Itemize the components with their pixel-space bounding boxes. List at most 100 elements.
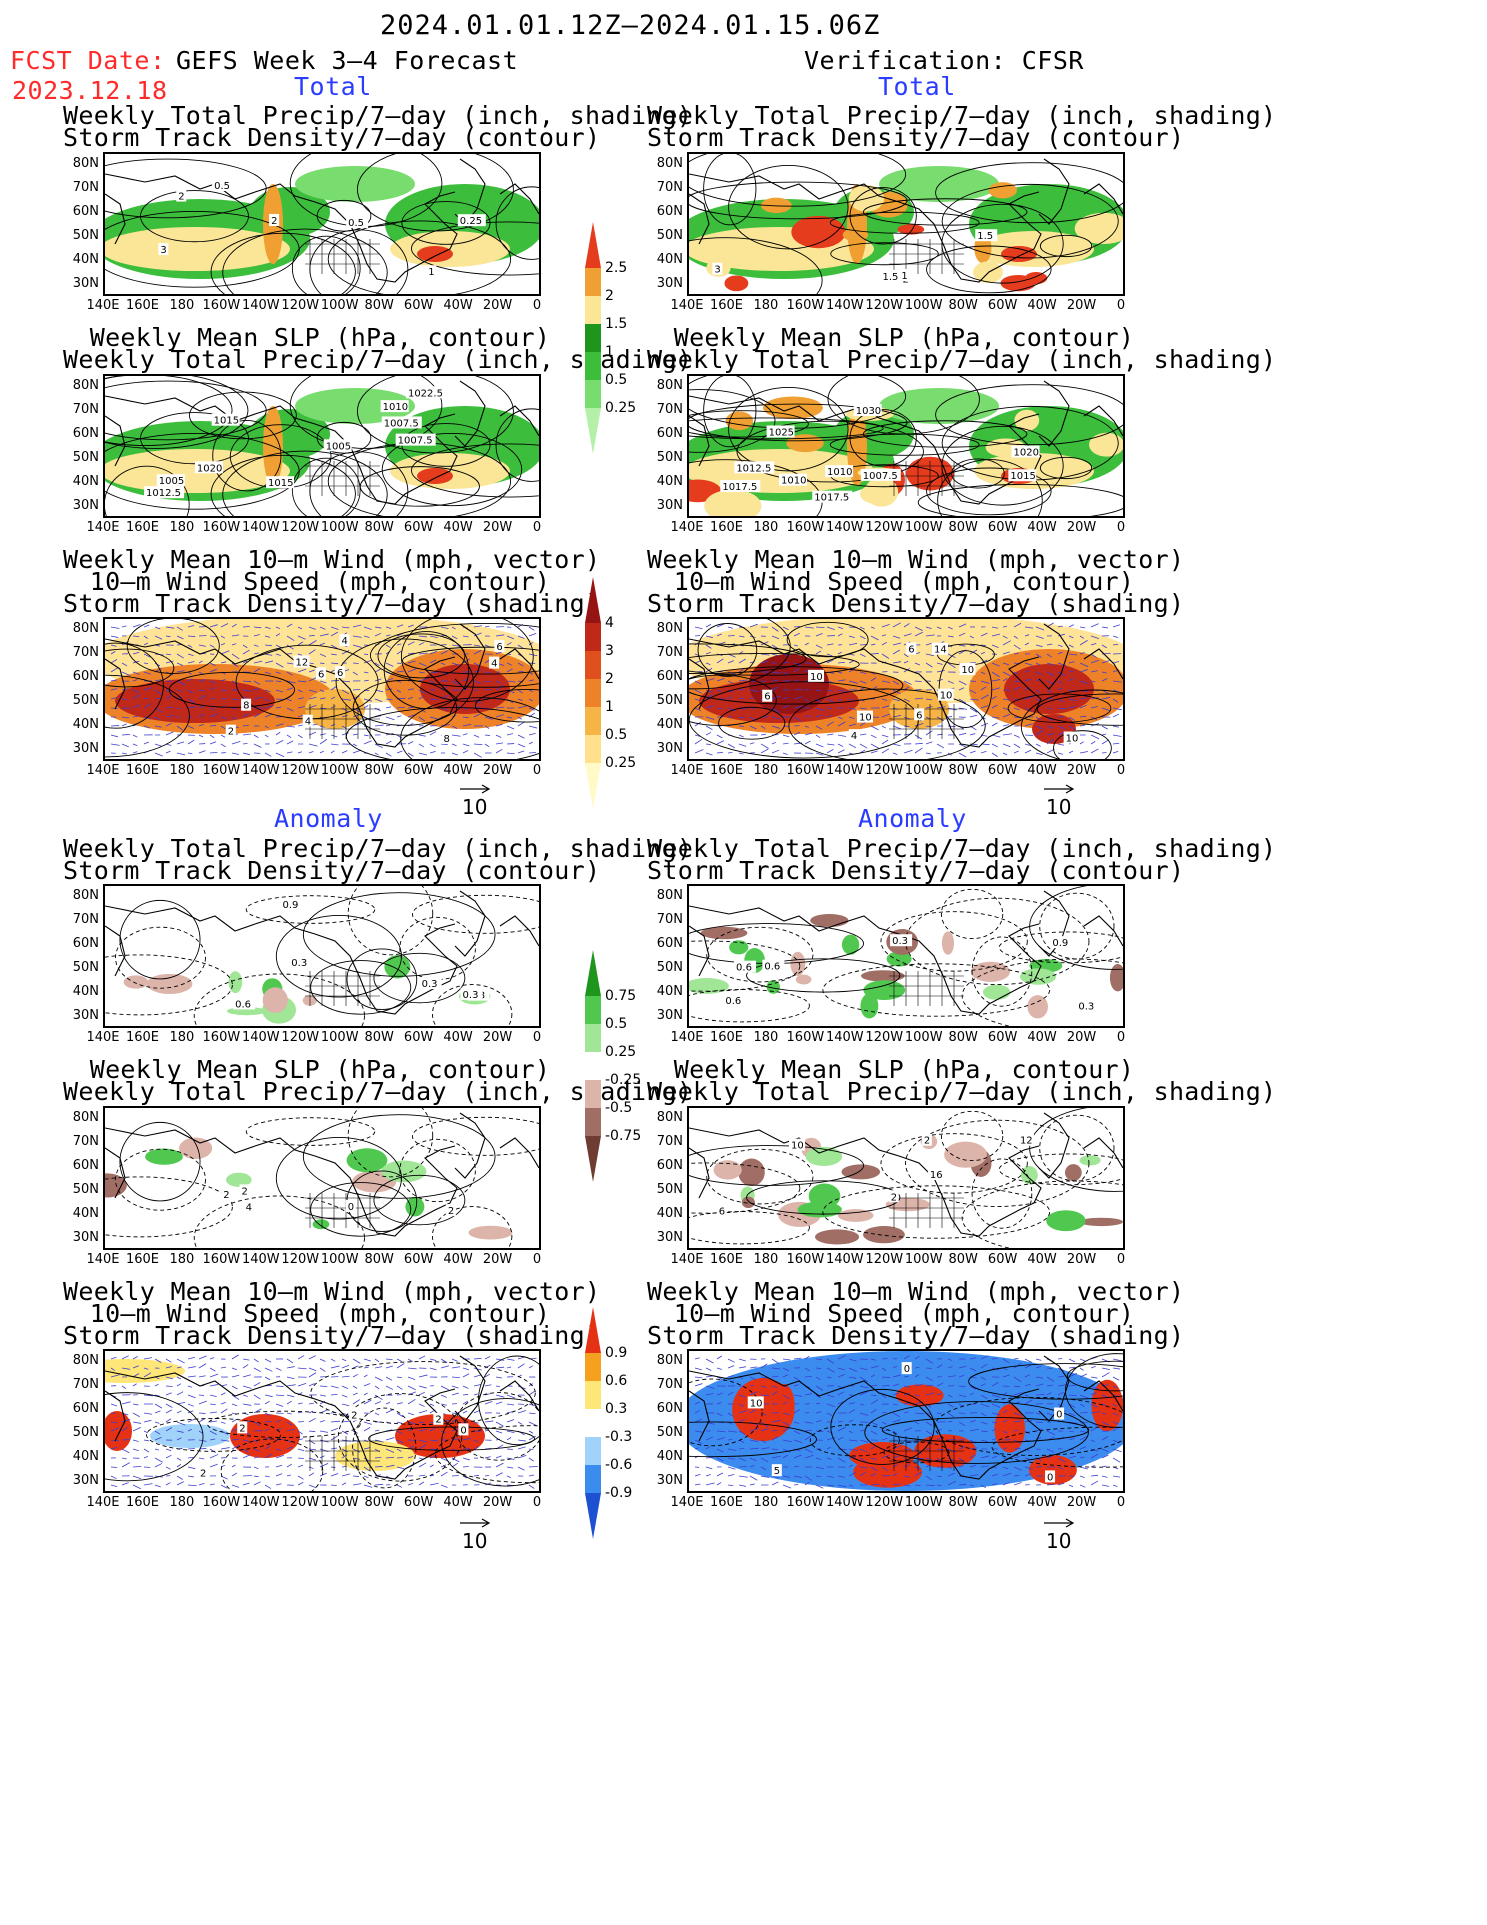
wind-vector bbox=[242, 1358, 250, 1361]
wind-vector bbox=[1112, 661, 1120, 664]
wind-vector bbox=[352, 635, 362, 638]
wind-vector bbox=[793, 1439, 803, 1443]
wind-vector bbox=[1002, 1374, 1010, 1378]
wind-vector bbox=[154, 626, 161, 630]
contour-label-bg bbox=[812, 490, 853, 503]
wind-vector bbox=[341, 680, 351, 683]
wind-vector bbox=[1112, 1412, 1118, 1416]
wind-vector bbox=[848, 1439, 858, 1442]
wind-vector bbox=[771, 686, 779, 691]
wind-vector bbox=[374, 743, 383, 749]
wind-vector bbox=[991, 1428, 997, 1432]
wind-vector bbox=[870, 1446, 875, 1450]
contour-line bbox=[400, 697, 539, 759]
contour-label: 10 bbox=[1066, 733, 1079, 744]
wind-vector bbox=[506, 668, 513, 673]
wind-vector bbox=[220, 1447, 230, 1450]
contour-line bbox=[1066, 1360, 1123, 1392]
wind-vector bbox=[848, 1419, 854, 1423]
wind-vector bbox=[738, 1366, 746, 1369]
wind-vector bbox=[495, 1385, 501, 1387]
wind-vector bbox=[694, 698, 700, 701]
wind-vector bbox=[870, 1365, 879, 1369]
longitude-tick-label: 160W bbox=[786, 520, 825, 535]
wind-vector bbox=[1013, 622, 1022, 628]
wind-vector bbox=[958, 1474, 965, 1477]
contour-line bbox=[291, 457, 361, 516]
wind-vector bbox=[826, 653, 833, 657]
wind-vector bbox=[132, 743, 138, 746]
wind-vector bbox=[352, 1358, 361, 1364]
wind-vector bbox=[969, 1392, 974, 1396]
wind-vector bbox=[528, 689, 534, 692]
map-panel: 2 4 6 6 4 8 6 4 8 12 bbox=[103, 617, 541, 761]
wind-vector bbox=[143, 741, 150, 745]
longitude-tick-label: 20W bbox=[482, 1252, 513, 1267]
wind-vector bbox=[352, 1399, 361, 1405]
wind-vector bbox=[892, 752, 898, 755]
wind-vector bbox=[110, 679, 118, 682]
wind-vector bbox=[495, 1358, 505, 1361]
wind-vector bbox=[286, 1421, 293, 1427]
wind-vector bbox=[793, 1357, 802, 1360]
wind-vector bbox=[110, 1374, 120, 1378]
wind-vector bbox=[176, 680, 185, 686]
wind-vector bbox=[903, 660, 909, 664]
wind-vector bbox=[121, 1426, 129, 1432]
contour-line bbox=[401, 201, 491, 245]
contour-label: 6 bbox=[764, 692, 770, 703]
latitude-tick-label: 40N bbox=[72, 717, 99, 732]
longitude-tick-label: 140W bbox=[241, 1252, 280, 1267]
wind-vector bbox=[793, 1384, 799, 1387]
longitude-tick-label: 0 bbox=[532, 763, 542, 778]
wind-vector bbox=[286, 707, 294, 712]
wind-vector bbox=[1024, 723, 1033, 727]
wind-vector bbox=[121, 625, 127, 628]
density-anomaly-shade bbox=[1091, 1379, 1123, 1432]
wind-vector bbox=[870, 1374, 875, 1378]
wind-vector bbox=[958, 623, 967, 628]
wind-vector bbox=[396, 689, 402, 693]
colorbar-swatch bbox=[585, 623, 601, 651]
latitude-tick-label: 40N bbox=[656, 1206, 683, 1221]
wind-vector bbox=[253, 626, 262, 629]
contour-label: 2 bbox=[223, 1190, 229, 1201]
contour-line bbox=[302, 1114, 496, 1199]
contour-label: 1012.5 bbox=[146, 488, 181, 499]
wind-vector bbox=[870, 1457, 877, 1460]
wind-vector bbox=[275, 1448, 282, 1451]
contour-line bbox=[495, 408, 539, 482]
wind-vector bbox=[826, 698, 835, 703]
wind-vector bbox=[991, 704, 998, 709]
wind-vector bbox=[1057, 1391, 1065, 1396]
longitude-tick-label: 160W bbox=[202, 1030, 241, 1045]
wind-vector bbox=[385, 1401, 391, 1405]
wind-vector bbox=[815, 1394, 821, 1399]
longitude-tick-label: 80W bbox=[948, 520, 978, 535]
wind-vector bbox=[495, 1455, 502, 1459]
wind-vector bbox=[716, 707, 722, 710]
contour-line bbox=[1029, 886, 1123, 970]
wind-vector bbox=[253, 1466, 259, 1470]
wind-vector bbox=[220, 1392, 226, 1396]
wind-vector bbox=[319, 733, 326, 736]
colorbar-tick-label: 0.25 bbox=[605, 755, 637, 771]
wind-vector bbox=[110, 743, 120, 746]
latitude-tick-label: 80N bbox=[72, 621, 99, 636]
wind-vector bbox=[440, 1484, 448, 1488]
wind-vector bbox=[1046, 1376, 1055, 1382]
map-panel: 0.30.30.60.30.90.3 bbox=[103, 884, 541, 1028]
wind-vector bbox=[286, 1376, 295, 1380]
wind-vector bbox=[110, 644, 117, 647]
wind-vector bbox=[859, 1403, 865, 1406]
wind-vector bbox=[848, 626, 856, 628]
colorbar-swatch bbox=[585, 577, 601, 623]
wind-vector bbox=[165, 660, 174, 664]
wind-vector bbox=[947, 1403, 954, 1408]
longitude-tick-label: 0 bbox=[532, 1030, 542, 1045]
wind-vector bbox=[264, 1376, 271, 1381]
wind-vector bbox=[881, 680, 891, 683]
wind-vector bbox=[209, 707, 215, 711]
wind-vector bbox=[132, 715, 139, 718]
